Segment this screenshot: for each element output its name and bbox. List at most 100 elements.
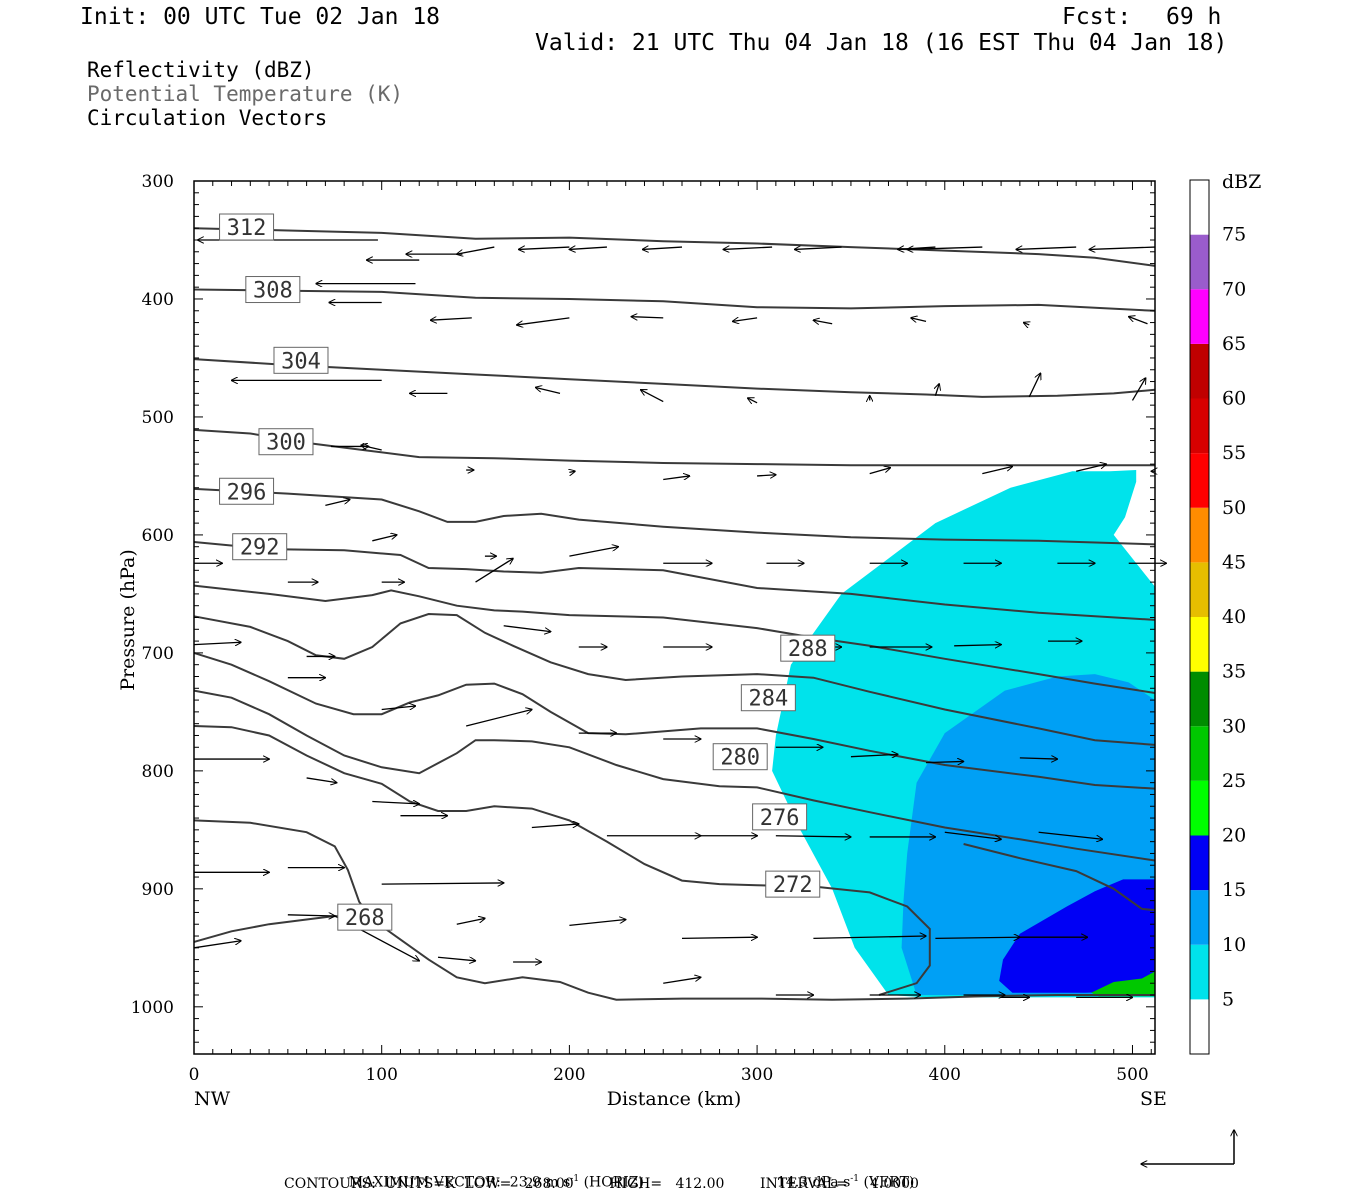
- circulation-vector: [193, 941, 241, 949]
- contour-label-box: [765, 870, 821, 898]
- circulation-vector: [757, 475, 776, 476]
- contour-label-268: 268: [345, 906, 385, 931]
- contour-label-box: [232, 533, 288, 561]
- contour-label-box: [219, 477, 275, 505]
- circulation-vector: [1089, 247, 1156, 249]
- x-tick-label: 200: [553, 1065, 585, 1085]
- contour-label-box: [752, 803, 808, 831]
- theta-contour-268: [963, 843, 1156, 912]
- legend-potential-temperature: Potential Temperature (K): [87, 82, 404, 106]
- circulation-vector: [954, 645, 1001, 646]
- axis-ticks: [193, 180, 1155, 1055]
- y-tick-label: 900: [142, 880, 174, 900]
- contour-label-292: 292: [240, 536, 280, 561]
- y-axis-title: Pressure (hPa): [117, 549, 139, 691]
- colorbar-title: dBZ: [1222, 171, 1261, 193]
- colorbar-tick-label: 60: [1222, 388, 1246, 410]
- contour-label-box: [712, 743, 768, 771]
- circulation-vector: [723, 247, 773, 249]
- circulation-vector: [1131, 378, 1145, 401]
- colorbar-bin: [1190, 890, 1209, 945]
- circulation-vector: [663, 977, 701, 984]
- contour-label-312: 312: [227, 216, 267, 241]
- circulation-vector: [381, 883, 504, 884]
- circulation-vector: [813, 320, 833, 324]
- circulation-vector: [1024, 323, 1030, 325]
- circulation-vector: [1129, 317, 1148, 325]
- y-tick-label: 700: [142, 644, 174, 664]
- theta-contour-276: [193, 689, 1156, 862]
- colorbar-tick-label: 15: [1222, 879, 1246, 901]
- colorbar-tick-label: 50: [1222, 497, 1246, 519]
- x-axis-title: Distance (km): [607, 1088, 742, 1110]
- contour-label-box: [273, 346, 329, 374]
- theta-contour-304: [193, 358, 1156, 398]
- circulation-vector: [1038, 831, 1103, 839]
- valid-time: Valid: 21 UTC Thu 04 Jan 18 (16 EST Thu …: [535, 30, 1228, 56]
- circulation-vector: [325, 500, 349, 507]
- x-tick-label: 0: [189, 1065, 200, 1085]
- contour-label-272: 272: [773, 873, 813, 898]
- y-tick-label: 600: [142, 526, 174, 546]
- colorbar-bin: [1190, 343, 1209, 399]
- init-time: Init: 00 UTC Tue 02 Jan 18: [80, 4, 441, 30]
- contour-label-box: [337, 903, 393, 931]
- colorbar-tick-label: 55: [1222, 442, 1246, 464]
- circulation-vector: [381, 706, 416, 711]
- circulation-vector: [911, 318, 927, 322]
- colorbar-bin: [1190, 398, 1209, 454]
- forecast-label: Fcst:: [1062, 4, 1132, 30]
- x-tick-label: 300: [741, 1065, 773, 1085]
- contour-label-box: [245, 276, 301, 304]
- theta-contour-280: [193, 651, 1156, 790]
- colorbar-tick-label: 70: [1222, 278, 1246, 300]
- theta-contour-312: [193, 227, 1156, 267]
- x-tick-label: 500: [1116, 1065, 1148, 1085]
- circulation-vector: [457, 246, 495, 254]
- x-right-end-label: SE: [1140, 1088, 1167, 1110]
- circulation-vector: [1019, 758, 1058, 759]
- colorbar-bin: [1190, 453, 1209, 508]
- colorbar-tick-label: 40: [1222, 606, 1246, 628]
- circulation-vector: [795, 247, 842, 249]
- theta-contour-300: [193, 428, 1155, 467]
- circulation-vector: [475, 559, 514, 583]
- contour-label-288: 288: [788, 637, 828, 662]
- circulation-vector: [748, 398, 758, 403]
- circulation-vector: [935, 937, 1019, 938]
- contour-label-box: [219, 213, 275, 241]
- legend-reflectivity: Reflectivity (dBZ): [87, 58, 315, 82]
- colorbar-tick-label: 25: [1222, 770, 1246, 792]
- circulation-vector: [681, 937, 757, 938]
- circulation-vector: [907, 247, 983, 249]
- axis-labels: Distance (km) NW SE Pressure (hPa) 0 100 2…: [117, 172, 1167, 1110]
- theta-contour-272: [193, 725, 931, 996]
- theta-contour-268: [193, 819, 374, 921]
- y-tick-label: 1000: [131, 998, 174, 1018]
- contour-label-300: 300: [266, 431, 306, 456]
- circulation-vector: [430, 318, 472, 320]
- circulation-vector: [372, 802, 419, 804]
- circulation-vector: [898, 247, 936, 249]
- circulation-vector: [465, 710, 532, 727]
- circulation-vector: [982, 466, 1012, 475]
- circulation-vector: [1076, 464, 1106, 472]
- circulation-vector: [361, 445, 382, 451]
- x-left-end-label: NW: [194, 1088, 231, 1110]
- colorbar-bin: [1190, 234, 1209, 290]
- circulation-vector: [569, 471, 575, 472]
- colorbar-bin: [1190, 671, 1209, 727]
- colorbar-bin: [1190, 507, 1209, 563]
- colorbar-bin: [1190, 289, 1209, 344]
- contour-label-280: 280: [720, 746, 760, 771]
- x-tick-label: 400: [929, 1065, 961, 1085]
- circulation-vector: [935, 384, 939, 396]
- reference-vector: [1141, 1130, 1234, 1164]
- circulation-vector: [641, 390, 664, 403]
- reflectivity-region-20dbz: [1091, 971, 1155, 997]
- circulation-vector: [287, 915, 335, 916]
- circulation-vector: [1016, 247, 1077, 249]
- colorbar-tick-label: 5: [1222, 988, 1234, 1010]
